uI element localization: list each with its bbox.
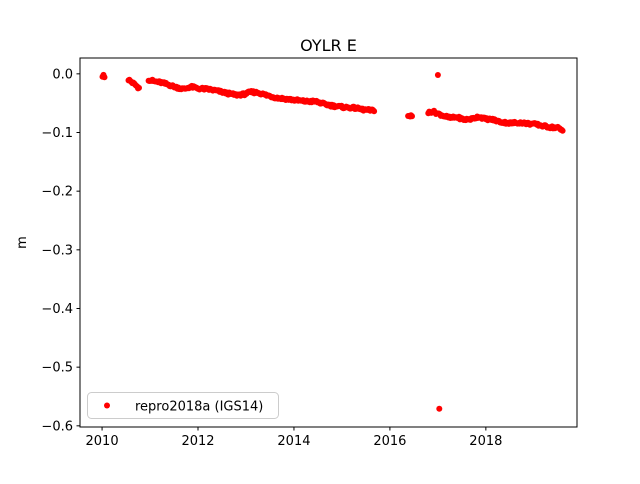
legend-label: repro2018a (IGS14) <box>135 400 263 415</box>
legend: repro2018a (IGS14) <box>87 392 279 419</box>
x-tick-label: 2016 <box>373 434 406 449</box>
y-tick-label: −0.3 <box>41 243 73 258</box>
x-tick-label: 2014 <box>277 434 310 449</box>
y-axis-label: m <box>15 236 30 249</box>
x-axis-ticks: 2010 2012 2014 2016 2018 <box>86 427 502 449</box>
y-tick-label: −0.1 <box>41 126 73 141</box>
scatter-series <box>99 71 566 412</box>
data-point <box>136 84 142 91</box>
y-axis-ticks: 0.0 −0.1 −0.2 −0.3 −0.4 −0.5 −0.6 <box>41 67 80 434</box>
chart-title: OYLR E <box>300 36 357 55</box>
data-point <box>409 113 415 120</box>
y-tick-label: −0.6 <box>41 419 73 434</box>
legend-box <box>87 392 279 419</box>
x-tick-label: 2010 <box>86 434 119 449</box>
y-tick-label: 0.0 <box>52 67 73 82</box>
outlier-data-point <box>434 72 441 78</box>
data-point <box>371 108 378 115</box>
y-tick-label: −0.4 <box>41 302 73 317</box>
data-point <box>101 74 108 81</box>
plot-area <box>79 57 578 428</box>
legend-marker-icon <box>104 402 110 409</box>
x-tick-label: 2018 <box>469 434 502 449</box>
outlier-data-point <box>436 405 443 412</box>
y-tick-label: −0.5 <box>41 361 73 376</box>
x-tick-label: 2012 <box>181 434 214 449</box>
data-point <box>559 127 566 134</box>
y-tick-label: −0.2 <box>41 185 73 200</box>
